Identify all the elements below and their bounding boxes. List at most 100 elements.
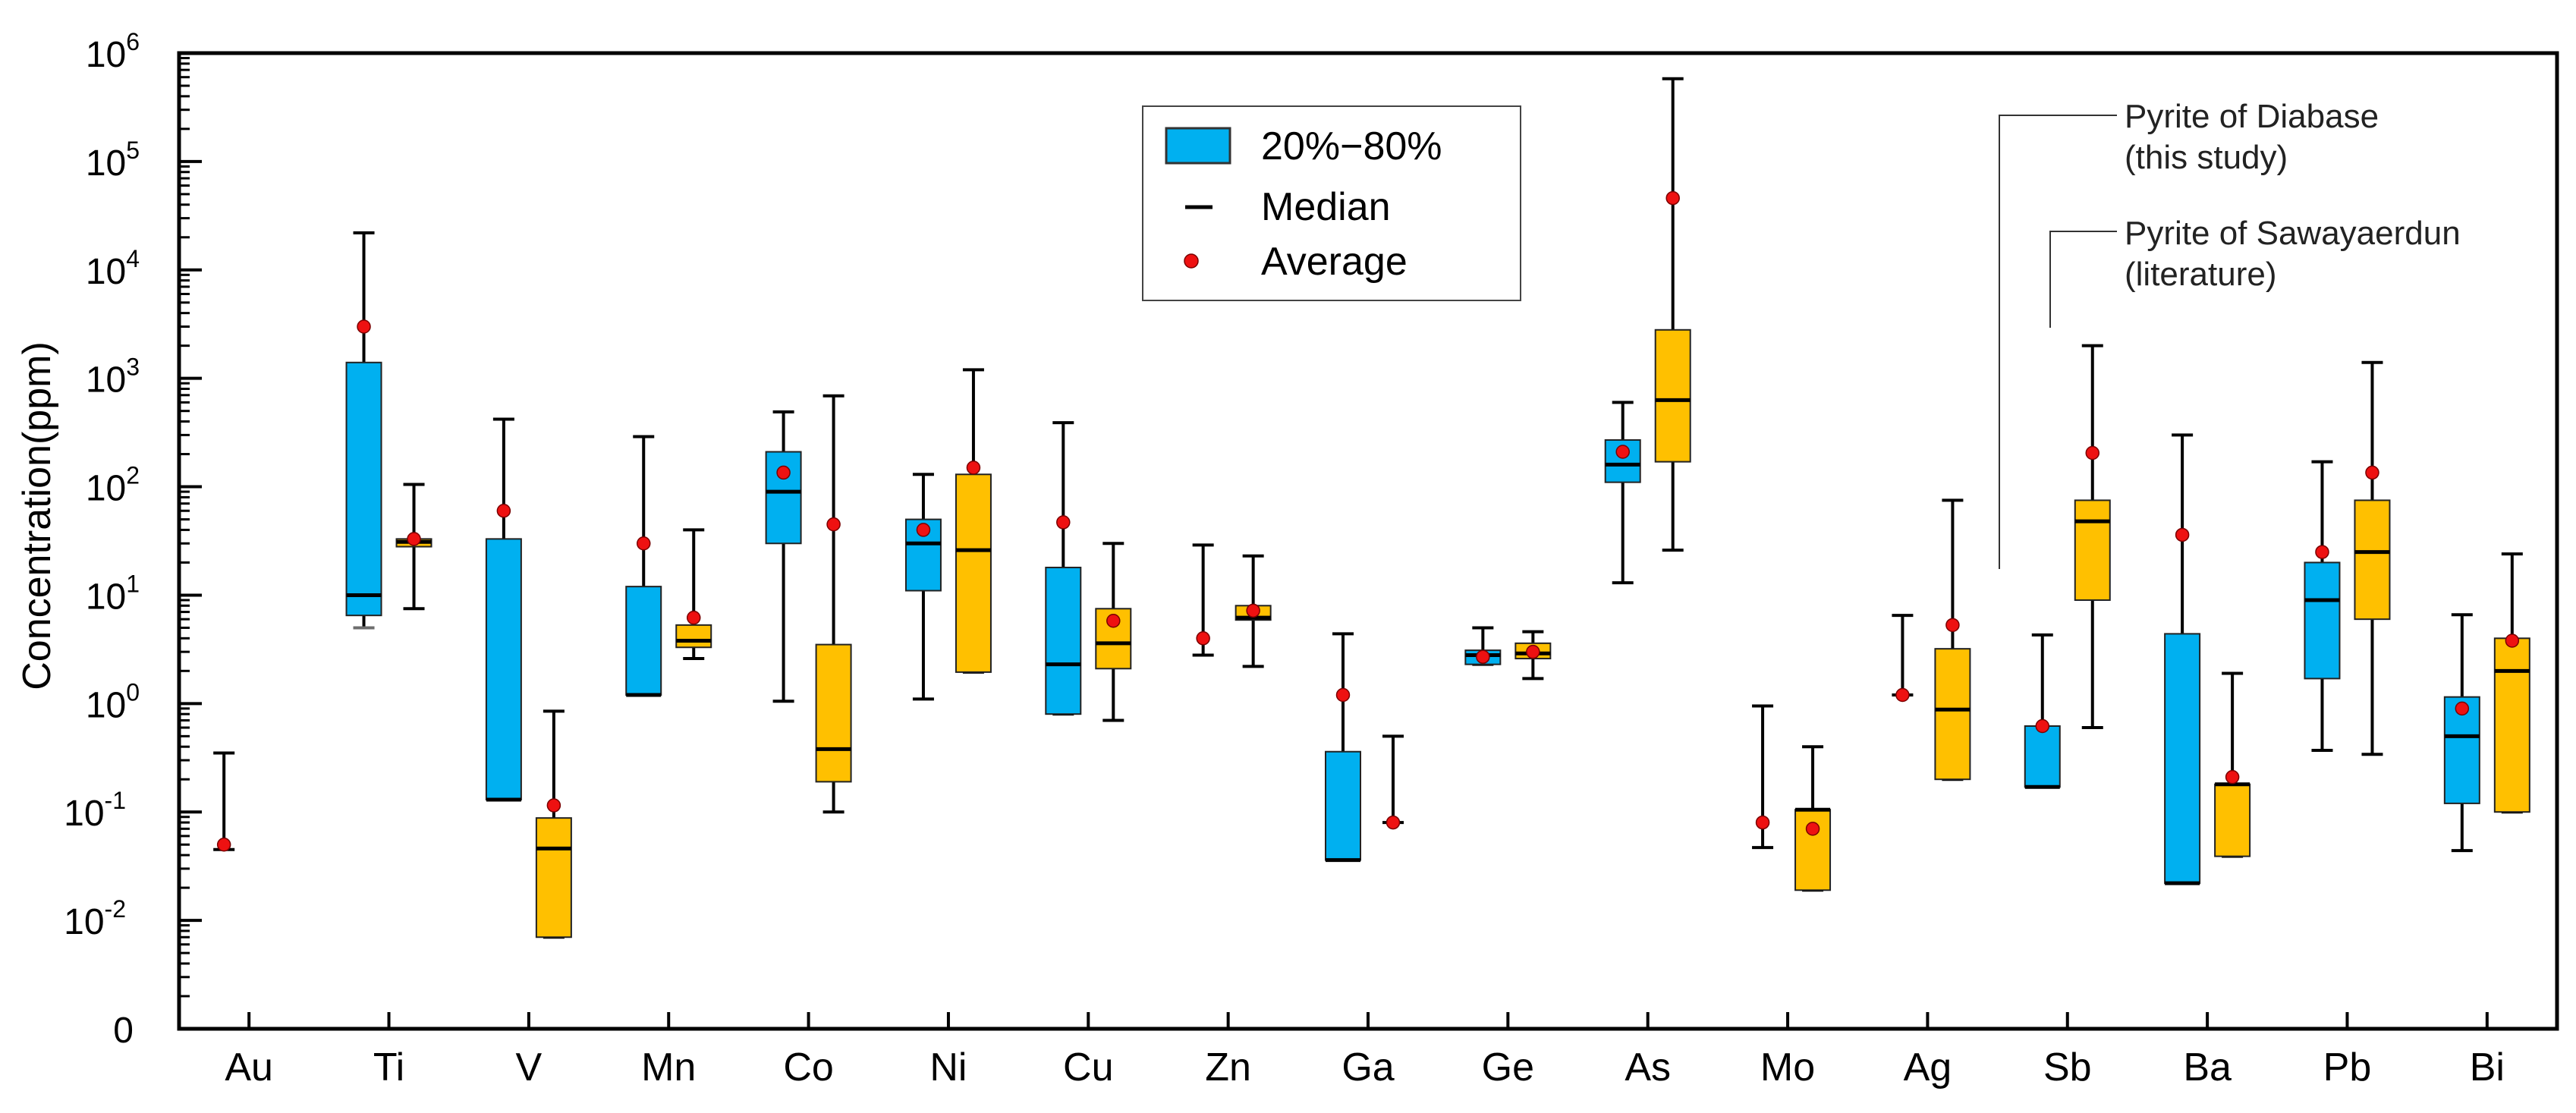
y-tick-label: 100: [86, 678, 140, 725]
y-tick-label: 10-1: [64, 787, 126, 834]
x-tick-label-cu: Cu: [1063, 1045, 1113, 1089]
y-tick-label: 104: [86, 245, 140, 292]
x-tick-label-sb: Sb: [2043, 1045, 2092, 1089]
y-tick-label: 0: [113, 1011, 134, 1051]
mean-point: [546, 798, 561, 813]
iqr-box: [345, 361, 382, 617]
mean-point: [966, 461, 981, 475]
box-diabase-zn: [1192, 543, 1214, 657]
box-diabase-cu: [1045, 421, 1082, 716]
x-tick-label-au: Au: [225, 1045, 273, 1089]
mean-point: [1665, 190, 1680, 206]
x-tick-label-ag: Ag: [1904, 1045, 1952, 1089]
mean-point: [2365, 465, 2379, 480]
mean-point: [776, 465, 791, 480]
y-tick-label: 102: [86, 462, 140, 509]
box-diabase-as: [1604, 401, 1641, 585]
mean-point: [496, 504, 511, 518]
box-sawayaerdun-cu: [1095, 542, 1132, 722]
mean-point: [216, 837, 231, 852]
iqr-box: [2214, 783, 2251, 857]
mean-point: [2505, 634, 2520, 648]
iqr-box: [625, 586, 662, 696]
box-sawayaerdun-mo: [1794, 745, 1832, 892]
iqr-box: [815, 643, 852, 783]
x-tick-label-mo: Mo: [1760, 1045, 1815, 1089]
box-sawayaerdun-ba: [2214, 671, 2251, 858]
box-diabase-pb: [2304, 460, 2341, 753]
iqr-box: [1325, 750, 1361, 861]
annotations: Pyrite of Diabase (this study) Pyrite of…: [1999, 98, 2461, 569]
x-tick-label-ba: Ba: [2183, 1045, 2232, 1089]
box-diabase-ni: [904, 473, 942, 701]
iqr-box: [2024, 725, 2061, 788]
mean-point: [1615, 445, 1630, 459]
mean-point: [1476, 649, 1490, 664]
mean-point: [1246, 603, 1260, 618]
y-tick-label: 103: [86, 354, 140, 401]
x-tick-label-bi: Bi: [2470, 1045, 2505, 1089]
mean-point: [1805, 822, 1820, 836]
mean-point: [916, 523, 931, 537]
box-diabase-sb: [2024, 633, 2061, 789]
box-sawayaerdun-zn: [1235, 554, 1272, 668]
mean-point: [686, 610, 701, 625]
x-tick-label-co: Co: [783, 1045, 833, 1089]
legend-box-label: 20%−80%: [1261, 124, 1442, 168]
box-sawayaerdun-bi: [2493, 552, 2530, 814]
legend-box-swatch: [1165, 127, 1231, 165]
box-sawayaerdun-v: [535, 709, 572, 939]
mean-point: [1196, 631, 1210, 646]
box-diabase-ag: [1892, 614, 1914, 703]
iqr-box: [2074, 499, 2111, 601]
mean-point: [1895, 687, 1910, 703]
box-sawayaerdun-ag: [1934, 498, 1971, 781]
y-tick-label: 101: [86, 570, 140, 617]
plot-frame: [177, 51, 2559, 1031]
x-tick-label-v: V: [516, 1045, 543, 1089]
y-tick-label: 10-2: [64, 895, 126, 942]
box-sawayaerdun-co: [815, 394, 852, 814]
iqr-box: [2164, 633, 2201, 885]
box-diabase-ti: [345, 231, 382, 630]
labels-layer: 0 10-2 10-1 100 101 102 103 104 105 106 Au Ti V Mn Co N…: [64, 28, 2505, 1089]
iqr-box: [1934, 648, 1971, 781]
iqr-box: [2304, 561, 2341, 680]
annotation-sawayaerdun-line1: Pyrite of Sawayaerdun: [2125, 215, 2461, 252]
legend-median-label: Median: [1261, 185, 1391, 229]
box-sawayaerdun-ti: [395, 483, 432, 611]
mean-point: [2315, 545, 2329, 559]
box-sawayaerdun-ni: [955, 368, 992, 674]
annotation-diabase-line1: Pyrite of Diabase: [2125, 98, 2379, 135]
iqr-box: [765, 451, 802, 545]
box-sawayaerdun-ga: [1382, 734, 1404, 830]
legend-average-swatch: [1184, 253, 1199, 269]
x-tick-label-zn: Zn: [1205, 1045, 1251, 1089]
iqr-box: [2354, 499, 2391, 621]
box-diabase-mn: [625, 435, 662, 697]
box-diabase-bi: [2443, 613, 2480, 853]
box-diabase-ge: [1464, 626, 1502, 666]
boxes-layer: [213, 77, 2530, 939]
box-diabase-ga: [1325, 632, 1361, 863]
iqr-box: [2493, 637, 2530, 813]
annotation-sawayaerdun-leader: [2049, 231, 2117, 328]
mean-point: [636, 536, 651, 551]
x-tick-label-ti: Ti: [373, 1045, 404, 1089]
iqr-box: [955, 473, 992, 673]
box-diabase-au: [213, 751, 235, 852]
x-tick-label-mn: Mn: [641, 1045, 696, 1089]
annotation-diabase-line2: (this study): [2125, 139, 2288, 176]
box-diabase-co: [765, 410, 802, 703]
iqr-box: [1045, 566, 1082, 715]
box-sawayaerdun-as: [1654, 77, 1691, 552]
iqr-box: [675, 624, 712, 649]
mean-point: [2455, 701, 2470, 716]
box-sawayaerdun-ge: [1514, 630, 1552, 681]
y-axis-title: Concentration(ppm): [15, 341, 59, 690]
mean-point: [1335, 687, 1351, 703]
annotation-diabase-leader: [1999, 115, 2117, 569]
iqr-box: [535, 817, 572, 939]
iqr-box: [1654, 329, 1691, 463]
x-tick-label-ni: Ni: [929, 1045, 967, 1089]
